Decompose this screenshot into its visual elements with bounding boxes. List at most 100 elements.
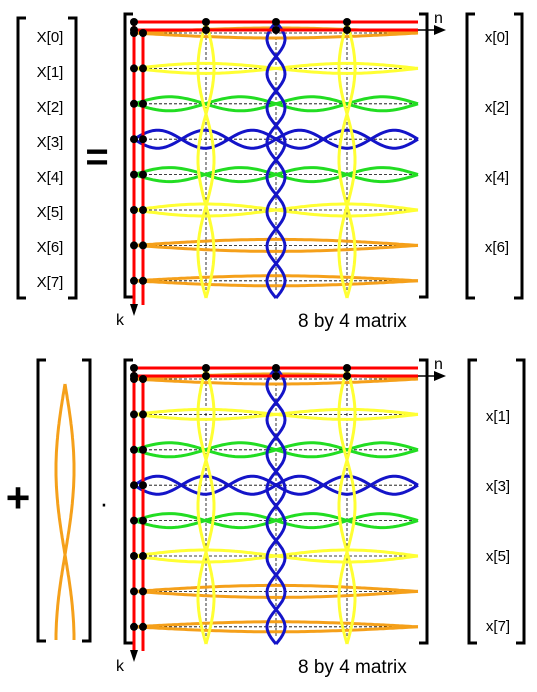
- row-wave: [133, 31, 419, 40]
- matrix-dot: [272, 372, 280, 380]
- matrix-dot: [130, 375, 138, 383]
- X-label: X[1]: [37, 64, 64, 81]
- column-wave: [196, 21, 216, 299]
- matrix-dot: [202, 364, 210, 372]
- column-wave: [196, 367, 216, 645]
- matrix-dot: [139, 445, 147, 454]
- matrix-dot: [272, 18, 280, 26]
- matrix-dot: [130, 445, 138, 454]
- matrix-bottom: [130, 364, 446, 662]
- row-wave: [133, 589, 419, 599]
- matrix-dot: [139, 481, 147, 490]
- matrix-dot: [139, 99, 147, 108]
- matrix-dot: [130, 170, 138, 179]
- x-label: x[1]: [486, 408, 510, 425]
- matrix-dot: [130, 552, 138, 560]
- X-label: X[7]: [37, 274, 64, 291]
- row-wave: [133, 243, 419, 253]
- row-wave: [133, 407, 419, 421]
- arrow-right-icon: [434, 371, 446, 381]
- x-label: x[4]: [485, 169, 509, 186]
- left-bracket-icon: [36, 358, 46, 643]
- multiply-dot: ·: [100, 488, 109, 518]
- matrix-dot: [139, 29, 147, 37]
- matrix-dot: [130, 410, 138, 419]
- right-bracket-icon: [419, 358, 429, 645]
- axis-k-label: k: [116, 658, 125, 675]
- row-wave: [133, 279, 419, 288]
- matrix-top: [130, 18, 446, 316]
- row-wave: [133, 274, 419, 283]
- column-wave: [196, 367, 216, 645]
- row-wave: [133, 583, 419, 593]
- matrix-dot: [139, 622, 147, 631]
- twiddle-wave: [54, 383, 76, 640]
- arrow-down-icon: [130, 650, 138, 662]
- column-wave: [265, 367, 287, 645]
- row-wave: [133, 202, 419, 218]
- X-label: X[0]: [37, 29, 64, 46]
- X-vector-labels: X[0] X[1] X[2] X[3] X[4] X[5] X[6] X[7]: [37, 29, 64, 291]
- matrix-caption: 8 by 4 matrix: [298, 657, 407, 678]
- matrix-dot: [139, 135, 147, 144]
- matrix-dot: [130, 99, 138, 108]
- x-label: x[5]: [486, 548, 510, 565]
- arrow-down-icon: [130, 304, 138, 316]
- x-label: x[3]: [486, 478, 510, 495]
- x-label: x[7]: [486, 618, 510, 635]
- matrix-dot: [130, 481, 138, 490]
- matrix-dot: [343, 372, 351, 380]
- matrix-dot: [139, 375, 147, 383]
- row-wave: [133, 474, 419, 496]
- right-bracket-icon: [419, 12, 429, 299]
- right-bracket-icon: [514, 12, 524, 300]
- left-bracket-icon: [123, 358, 133, 645]
- X-label: X[6]: [37, 239, 64, 256]
- x-label: x[0]: [485, 29, 509, 46]
- matrix-dot: [130, 587, 138, 596]
- matrix-dot: [139, 206, 147, 214]
- matrix-dot: [130, 64, 138, 73]
- row-wave: [133, 128, 419, 150]
- row-wave: [133, 441, 419, 459]
- column-wave: [337, 21, 357, 299]
- top-equation: X[0] X[1] X[2] X[3] X[4] X[5] X[6] X[7] …: [16, 10, 524, 332]
- matrix-dot: [139, 516, 147, 525]
- matrix-dot: [130, 622, 138, 631]
- left-bracket-icon: [16, 16, 26, 300]
- x-label: x[2]: [485, 99, 509, 116]
- left-bracket-icon: [465, 12, 475, 300]
- matrix-dot: [272, 364, 280, 372]
- matrix-dot: [130, 206, 138, 214]
- equals-sign: =: [85, 135, 108, 179]
- matrix-dot: [202, 18, 210, 26]
- column-wave: [337, 21, 357, 299]
- right-bracket-icon: [516, 358, 526, 645]
- matrix-dot: [139, 552, 147, 560]
- axis-n-label: n: [434, 10, 443, 27]
- column-wave: [265, 21, 287, 299]
- matrix-dot: [139, 276, 147, 285]
- row-wave: [133, 512, 419, 530]
- x-vector-labels: x[0] x[2] x[4] x[6]: [485, 29, 509, 256]
- plus-sign: +: [6, 474, 31, 521]
- column-wave: [337, 367, 357, 645]
- matrix-dot: [139, 170, 147, 179]
- X-label: X[4]: [37, 169, 64, 186]
- right-bracket-icon: [82, 358, 92, 643]
- row-wave: [133, 237, 419, 247]
- x-vector-labels: x[1] x[3] x[5] x[7]: [486, 408, 510, 635]
- row-wave: [133, 620, 419, 629]
- row-wave: [133, 61, 419, 75]
- matrix-dot: [130, 135, 138, 144]
- left-bracket-icon: [123, 12, 133, 299]
- matrix-dot: [130, 364, 138, 372]
- matrix-dot: [139, 64, 147, 73]
- matrix-dot: [130, 18, 138, 26]
- matrix-dot: [130, 29, 138, 37]
- wave-icon: [54, 383, 76, 640]
- matrix-dot: [343, 364, 351, 372]
- matrix-dot: [130, 241, 138, 250]
- X-label: X[3]: [37, 134, 64, 151]
